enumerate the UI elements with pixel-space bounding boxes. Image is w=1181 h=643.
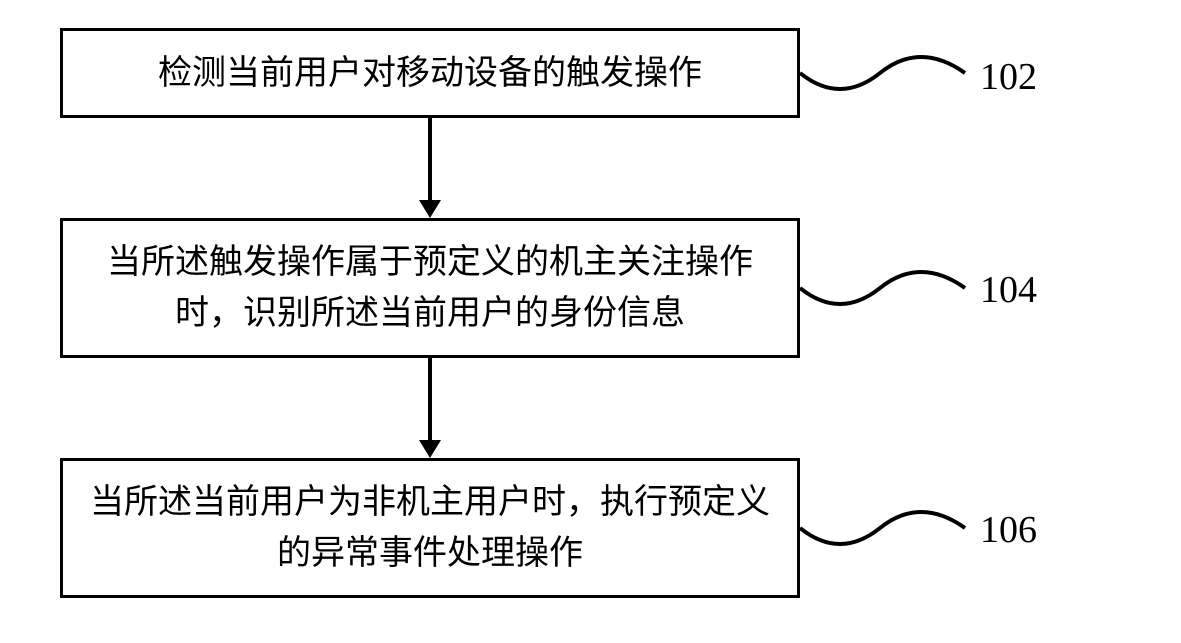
arrow-head-2 [419, 440, 441, 458]
step-box-2: 当所述触发操作属于预定义的机主关注操作时，识别所述当前用户的身份信息 [60, 218, 800, 358]
flowchart-container: 检测当前用户对移动设备的触发操作 102 当所述触发操作属于预定义的机主关注操作… [0, 0, 1181, 643]
arrow-head-1 [419, 200, 441, 218]
step-box-3: 当所述当前用户为非机主用户时，执行预定义的异常事件处理操作 [60, 458, 800, 598]
step-text-1: 检测当前用户对移动设备的触发操作 [158, 48, 702, 99]
step-text-2: 当所述触发操作属于预定义的机主关注操作时，识别所述当前用户的身份信息 [83, 237, 777, 339]
step-text-3: 当所述当前用户为非机主用户时，执行预定义的异常事件处理操作 [83, 477, 777, 579]
step-box-1: 检测当前用户对移动设备的触发操作 [60, 28, 800, 118]
connector-curve-2 [800, 245, 980, 335]
step-label-3: 106 [980, 508, 1037, 552]
connector-curve-1 [800, 30, 980, 120]
connector-curve-3 [800, 485, 980, 575]
step-label-1: 102 [980, 55, 1037, 99]
step-label-2: 104 [980, 268, 1037, 312]
arrow-line-1 [428, 118, 432, 200]
arrow-line-2 [428, 358, 432, 440]
